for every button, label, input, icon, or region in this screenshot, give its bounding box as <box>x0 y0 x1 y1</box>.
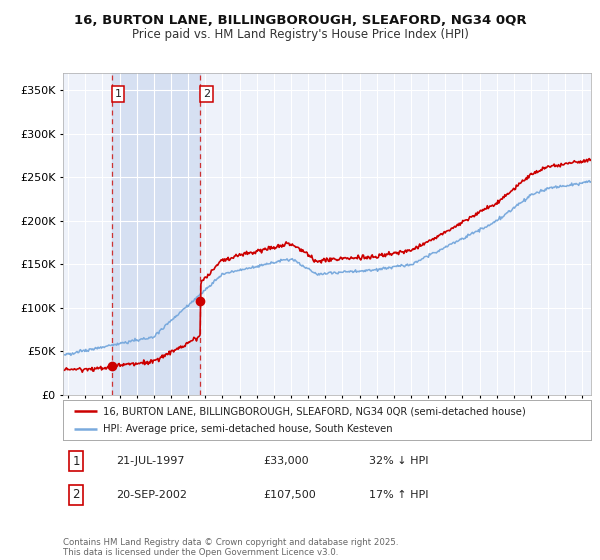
Text: 2: 2 <box>73 488 80 501</box>
Text: £33,000: £33,000 <box>263 456 309 466</box>
Text: £107,500: £107,500 <box>263 489 316 500</box>
Text: 16, BURTON LANE, BILLINGBOROUGH, SLEAFORD, NG34 0QR (semi-detached house): 16, BURTON LANE, BILLINGBOROUGH, SLEAFOR… <box>103 407 526 417</box>
Text: 16, BURTON LANE, BILLINGBOROUGH, SLEAFORD, NG34 0QR: 16, BURTON LANE, BILLINGBOROUGH, SLEAFOR… <box>74 14 526 27</box>
Text: 1: 1 <box>73 455 80 468</box>
Text: 2: 2 <box>203 88 210 99</box>
Bar <box>112 73 200 395</box>
Text: 20-SEP-2002: 20-SEP-2002 <box>116 489 187 500</box>
Text: 1: 1 <box>115 88 121 99</box>
Text: Price paid vs. HM Land Registry's House Price Index (HPI): Price paid vs. HM Land Registry's House … <box>131 28 469 41</box>
Text: HPI: Average price, semi-detached house, South Kesteven: HPI: Average price, semi-detached house,… <box>103 423 392 433</box>
Text: Contains HM Land Registry data © Crown copyright and database right 2025.
This d: Contains HM Land Registry data © Crown c… <box>63 538 398 557</box>
Text: 32% ↓ HPI: 32% ↓ HPI <box>369 456 429 466</box>
Text: 17% ↑ HPI: 17% ↑ HPI <box>369 489 429 500</box>
Text: 21-JUL-1997: 21-JUL-1997 <box>116 456 184 466</box>
